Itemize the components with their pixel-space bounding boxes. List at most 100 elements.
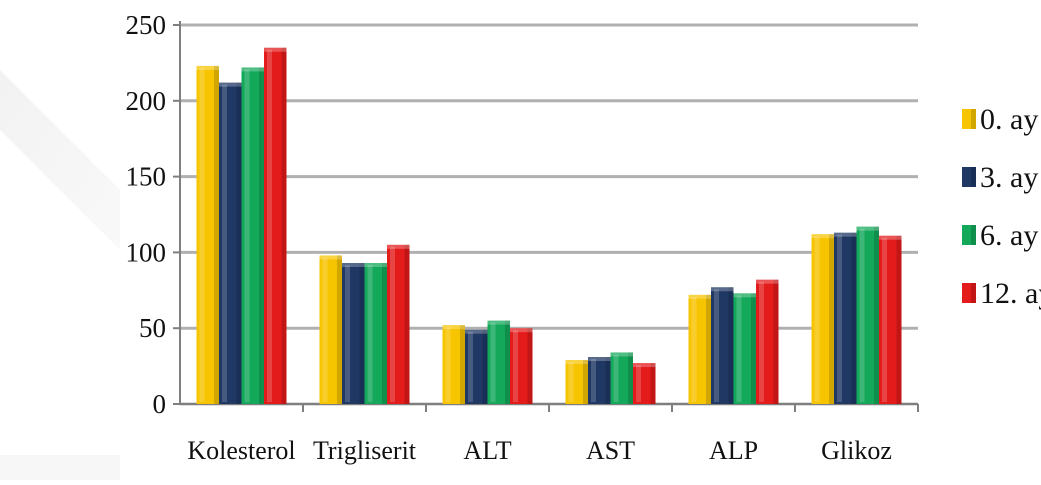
x-tick-label: Kolesterol xyxy=(187,436,295,465)
bar xyxy=(811,234,834,404)
legend-item-2: 6. ay xyxy=(962,219,1038,252)
bar-alp-3 xyxy=(756,279,779,404)
bar-top xyxy=(610,352,633,357)
legend-label: 12. ay xyxy=(980,277,1041,310)
y-tick-label: 0 xyxy=(153,389,167,419)
bar-highlight xyxy=(367,265,373,402)
bar-ast-1 xyxy=(588,357,611,404)
bar-highlight xyxy=(222,84,227,402)
bar-shade xyxy=(628,352,633,404)
bar xyxy=(856,226,879,404)
bar-shade xyxy=(214,65,219,404)
legend-swatch xyxy=(962,167,976,187)
bar-kolesterol-0 xyxy=(196,65,219,404)
x-tick-label: AST xyxy=(586,436,635,465)
bar-shade xyxy=(527,328,533,404)
bar-shade xyxy=(706,294,711,404)
bar-highlight xyxy=(490,322,496,402)
bar-trigliserit-0 xyxy=(319,255,342,404)
legend-label: 0. ay xyxy=(980,103,1038,136)
bars xyxy=(196,47,902,405)
bar xyxy=(319,255,342,404)
axes xyxy=(179,21,919,412)
bar-ast-0 xyxy=(565,360,588,404)
bar xyxy=(264,47,287,405)
bar xyxy=(733,293,756,404)
bar-highlight xyxy=(691,296,697,402)
bar-alp-2 xyxy=(733,293,756,404)
legend: 0. ay 3. ay 6. ay 12. ay xyxy=(962,103,1041,310)
bar-highlight xyxy=(814,236,820,402)
bar-top xyxy=(856,226,879,231)
legend-item-3: 12. ay xyxy=(962,277,1041,310)
legend-swatch-shade xyxy=(971,283,976,303)
bar xyxy=(387,244,410,404)
y-tick-labels: 0 50 100 150 200 250 xyxy=(126,10,167,419)
bar-shade xyxy=(382,263,387,404)
bar xyxy=(834,232,857,404)
bar-shade xyxy=(281,47,287,405)
legend-item-1: 3. ay xyxy=(962,161,1038,194)
y-tick-label: 100 xyxy=(126,237,167,267)
legend-swatch-shade xyxy=(971,109,976,129)
bar-trigliserit-1 xyxy=(342,263,365,404)
bar-shade xyxy=(829,234,834,404)
x-tick-label: ALP xyxy=(709,436,758,465)
bar-shade xyxy=(728,287,734,404)
bar-top xyxy=(879,235,902,240)
legend-label: 3. ay xyxy=(980,161,1038,194)
bar-highlight xyxy=(322,257,328,402)
bar-highlight xyxy=(591,359,596,402)
bar-top xyxy=(711,287,734,292)
bar-shade xyxy=(482,329,488,404)
bar-shade xyxy=(650,363,656,404)
bar-top xyxy=(487,320,510,325)
bar-ast-2 xyxy=(610,352,633,404)
y-tick-label: 150 xyxy=(126,162,167,192)
y-tick-label: 250 xyxy=(126,10,167,40)
bar-highlight xyxy=(345,265,350,402)
legend-label: 6. ay xyxy=(980,219,1038,252)
x-tick-label: Trigliserit xyxy=(313,436,417,465)
bar-top xyxy=(264,47,287,52)
bar-highlight xyxy=(736,295,742,402)
bar-glikoz-2 xyxy=(856,226,879,404)
legend-swatch xyxy=(962,225,976,245)
bar-top xyxy=(510,328,533,333)
bar xyxy=(588,357,611,404)
bar-highlight xyxy=(244,69,250,402)
bar-top xyxy=(442,325,465,330)
x-tick-labels: Kolesterol Trigliserit ALT AST ALP Glikoz xyxy=(187,436,892,465)
bar-highlight xyxy=(636,365,641,402)
bar-highlight xyxy=(513,330,518,402)
bar xyxy=(688,294,711,404)
bar-shade xyxy=(236,82,242,404)
bar-kolesterol-1 xyxy=(219,82,242,404)
bar-alp-1 xyxy=(711,287,734,404)
bar-highlight xyxy=(613,354,619,402)
bar-shade xyxy=(896,235,902,404)
bar-ast-3 xyxy=(633,363,656,404)
legend-swatch-shade xyxy=(971,167,976,187)
bar-top xyxy=(756,279,779,284)
bar-highlight xyxy=(267,49,272,403)
bar-shade xyxy=(337,255,342,404)
bar-shade xyxy=(404,244,410,404)
bar-top xyxy=(241,67,264,72)
bar-highlight xyxy=(882,237,887,402)
bar xyxy=(633,363,656,404)
bar-highlight xyxy=(837,234,842,402)
bar-kolesterol-3 xyxy=(264,47,287,405)
y-tick-label: 200 xyxy=(126,86,167,116)
bar-shade xyxy=(359,263,365,404)
y-tick-label: 50 xyxy=(139,313,166,343)
bar xyxy=(219,82,242,404)
legend-item-0: 0. ay xyxy=(962,103,1038,136)
bar-highlight xyxy=(199,67,205,402)
legend-swatch xyxy=(962,109,976,129)
bar-shade xyxy=(773,279,779,404)
bar-shade xyxy=(259,67,264,404)
bar-alp-0 xyxy=(688,294,711,404)
